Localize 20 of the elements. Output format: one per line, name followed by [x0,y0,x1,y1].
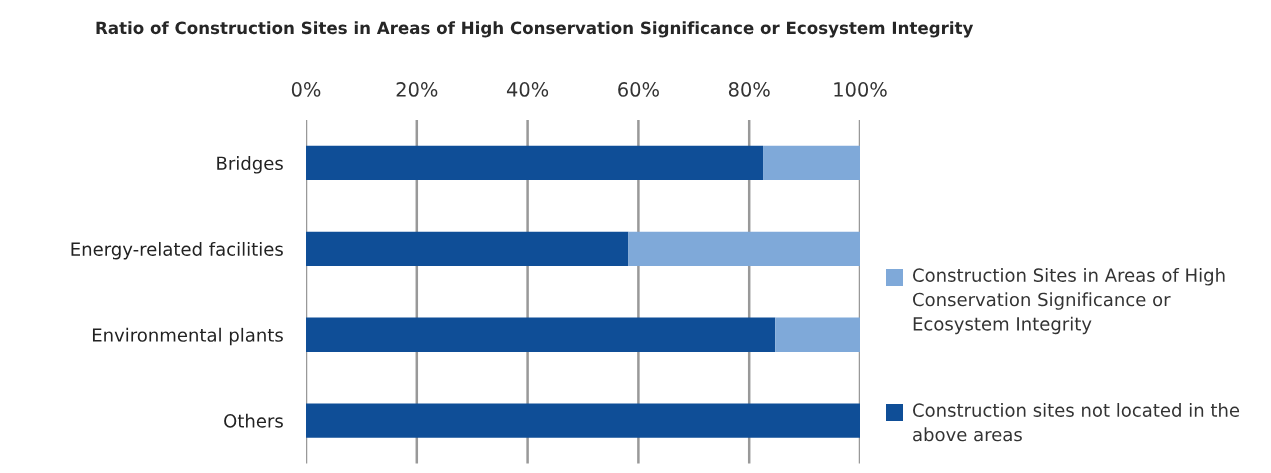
x-tick-label: 0% [291,82,321,97]
bar [306,231,629,266]
x-tick-label: 40% [506,82,549,97]
y-tick-label: Energy-related facilities [71,241,283,260]
x-tick-label: 60% [618,82,659,97]
x-tick-label: 80% [728,82,770,97]
chart-title: Ratio of Construction Sites in Areas of High Conservation Significance or Ecosystem Integrity [96,21,974,38]
bar [763,145,860,181]
x-tick-label: 20% [396,82,438,97]
y-tick-label: Bridges [217,156,283,174]
bar [628,231,860,266]
bar [306,145,764,181]
legend-label: Construction sites not located in the above areas [913,403,1240,442]
x-tick-label: 100% [834,82,887,97]
bar [306,317,776,352]
bar [306,403,860,438]
y-tick-label: Others [224,413,283,428]
bar [775,317,860,352]
legend-label: Construction Sites in Areas of High Conservation Significance or Ecosystem Integrity [913,268,1225,335]
y-tick-label: Environmental plants [92,327,283,346]
